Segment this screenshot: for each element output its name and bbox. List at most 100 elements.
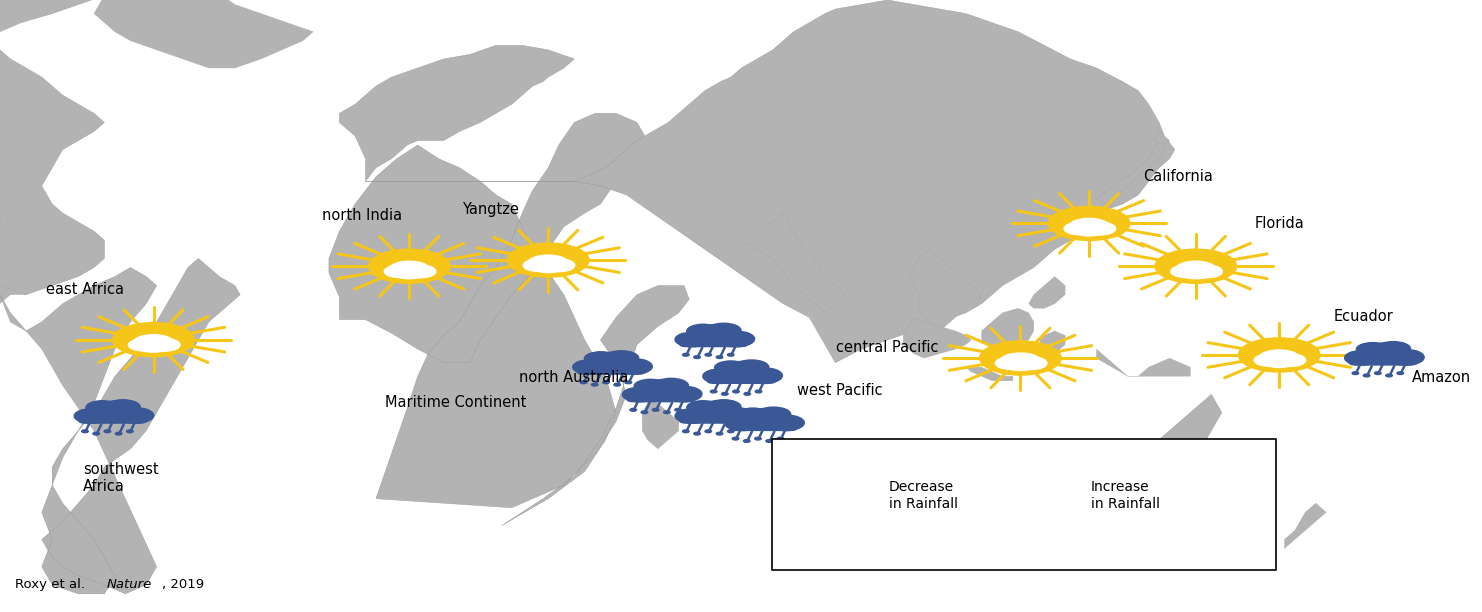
Polygon shape <box>0 258 240 594</box>
Circle shape <box>1387 349 1424 365</box>
Circle shape <box>716 432 723 435</box>
FancyBboxPatch shape <box>707 370 775 384</box>
Circle shape <box>1171 266 1199 277</box>
Polygon shape <box>741 213 846 313</box>
Circle shape <box>116 432 122 435</box>
Circle shape <box>89 401 136 422</box>
Circle shape <box>694 432 701 435</box>
Circle shape <box>824 504 845 512</box>
Circle shape <box>605 351 639 365</box>
Circle shape <box>1344 351 1380 365</box>
Circle shape <box>1258 350 1300 367</box>
Circle shape <box>1375 341 1411 356</box>
FancyBboxPatch shape <box>79 409 147 424</box>
Circle shape <box>622 387 657 402</box>
Circle shape <box>614 383 621 386</box>
Circle shape <box>1017 357 1046 370</box>
Circle shape <box>1254 354 1282 366</box>
Circle shape <box>636 380 685 400</box>
Text: Florida: Florida <box>1254 216 1304 231</box>
Circle shape <box>766 439 772 442</box>
Circle shape <box>728 430 734 433</box>
Circle shape <box>1375 371 1381 375</box>
Circle shape <box>676 409 710 424</box>
Circle shape <box>707 323 741 338</box>
Circle shape <box>572 360 608 375</box>
Circle shape <box>523 259 551 271</box>
Circle shape <box>615 359 652 375</box>
Circle shape <box>93 432 99 435</box>
Circle shape <box>686 324 719 338</box>
Circle shape <box>603 381 609 384</box>
Polygon shape <box>1039 331 1066 354</box>
Circle shape <box>1276 354 1306 367</box>
Circle shape <box>1175 261 1217 278</box>
Circle shape <box>732 437 740 440</box>
Circle shape <box>591 383 597 386</box>
Circle shape <box>766 415 805 431</box>
Polygon shape <box>1029 277 1066 308</box>
Circle shape <box>1024 488 1049 499</box>
Circle shape <box>1398 371 1403 375</box>
Text: Nature: Nature <box>107 578 153 591</box>
Circle shape <box>1363 374 1369 377</box>
Circle shape <box>1037 510 1043 512</box>
FancyBboxPatch shape <box>576 360 646 375</box>
Text: Ecuador: Ecuador <box>1334 309 1393 324</box>
Circle shape <box>840 504 861 513</box>
Circle shape <box>1030 512 1034 514</box>
Circle shape <box>584 352 617 365</box>
Polygon shape <box>1012 394 1221 512</box>
FancyBboxPatch shape <box>772 439 1276 570</box>
Circle shape <box>634 379 667 393</box>
Polygon shape <box>1097 349 1190 376</box>
Circle shape <box>1352 371 1359 375</box>
Circle shape <box>664 386 702 402</box>
Circle shape <box>725 416 759 431</box>
Circle shape <box>545 259 575 272</box>
Text: Yangtze: Yangtze <box>462 202 519 217</box>
Circle shape <box>814 493 871 517</box>
FancyBboxPatch shape <box>627 388 695 402</box>
FancyBboxPatch shape <box>679 409 748 424</box>
Text: Decrease
in Rainfall: Decrease in Rainfall <box>889 480 957 510</box>
Polygon shape <box>93 0 313 68</box>
Circle shape <box>717 362 766 382</box>
Polygon shape <box>1154 132 1169 145</box>
Circle shape <box>694 356 701 359</box>
Polygon shape <box>1097 141 1165 204</box>
Circle shape <box>1193 265 1223 278</box>
Text: north India: north India <box>322 208 402 223</box>
Circle shape <box>777 437 784 440</box>
Circle shape <box>1039 488 1066 499</box>
Circle shape <box>664 411 670 414</box>
Polygon shape <box>0 258 27 304</box>
Text: Maritime Continent: Maritime Continent <box>385 395 526 410</box>
Circle shape <box>1069 218 1110 236</box>
Circle shape <box>705 430 711 433</box>
Polygon shape <box>981 308 1034 349</box>
Circle shape <box>86 401 119 414</box>
Circle shape <box>737 408 769 422</box>
Circle shape <box>1015 494 1042 506</box>
Circle shape <box>581 381 587 384</box>
Circle shape <box>126 430 133 433</box>
Circle shape <box>702 369 738 384</box>
Circle shape <box>625 381 631 384</box>
Text: Roxy et al.: Roxy et al. <box>15 578 89 591</box>
Circle shape <box>113 323 194 357</box>
Circle shape <box>1154 249 1236 283</box>
Circle shape <box>388 261 430 278</box>
Polygon shape <box>0 0 157 294</box>
FancyBboxPatch shape <box>679 333 748 347</box>
Circle shape <box>707 400 741 414</box>
Circle shape <box>714 361 747 375</box>
Circle shape <box>528 255 569 272</box>
Circle shape <box>689 325 738 345</box>
Circle shape <box>630 408 636 411</box>
Circle shape <box>1055 510 1060 512</box>
Circle shape <box>996 357 1024 369</box>
Circle shape <box>369 249 451 283</box>
Circle shape <box>676 332 710 347</box>
Circle shape <box>105 400 141 414</box>
